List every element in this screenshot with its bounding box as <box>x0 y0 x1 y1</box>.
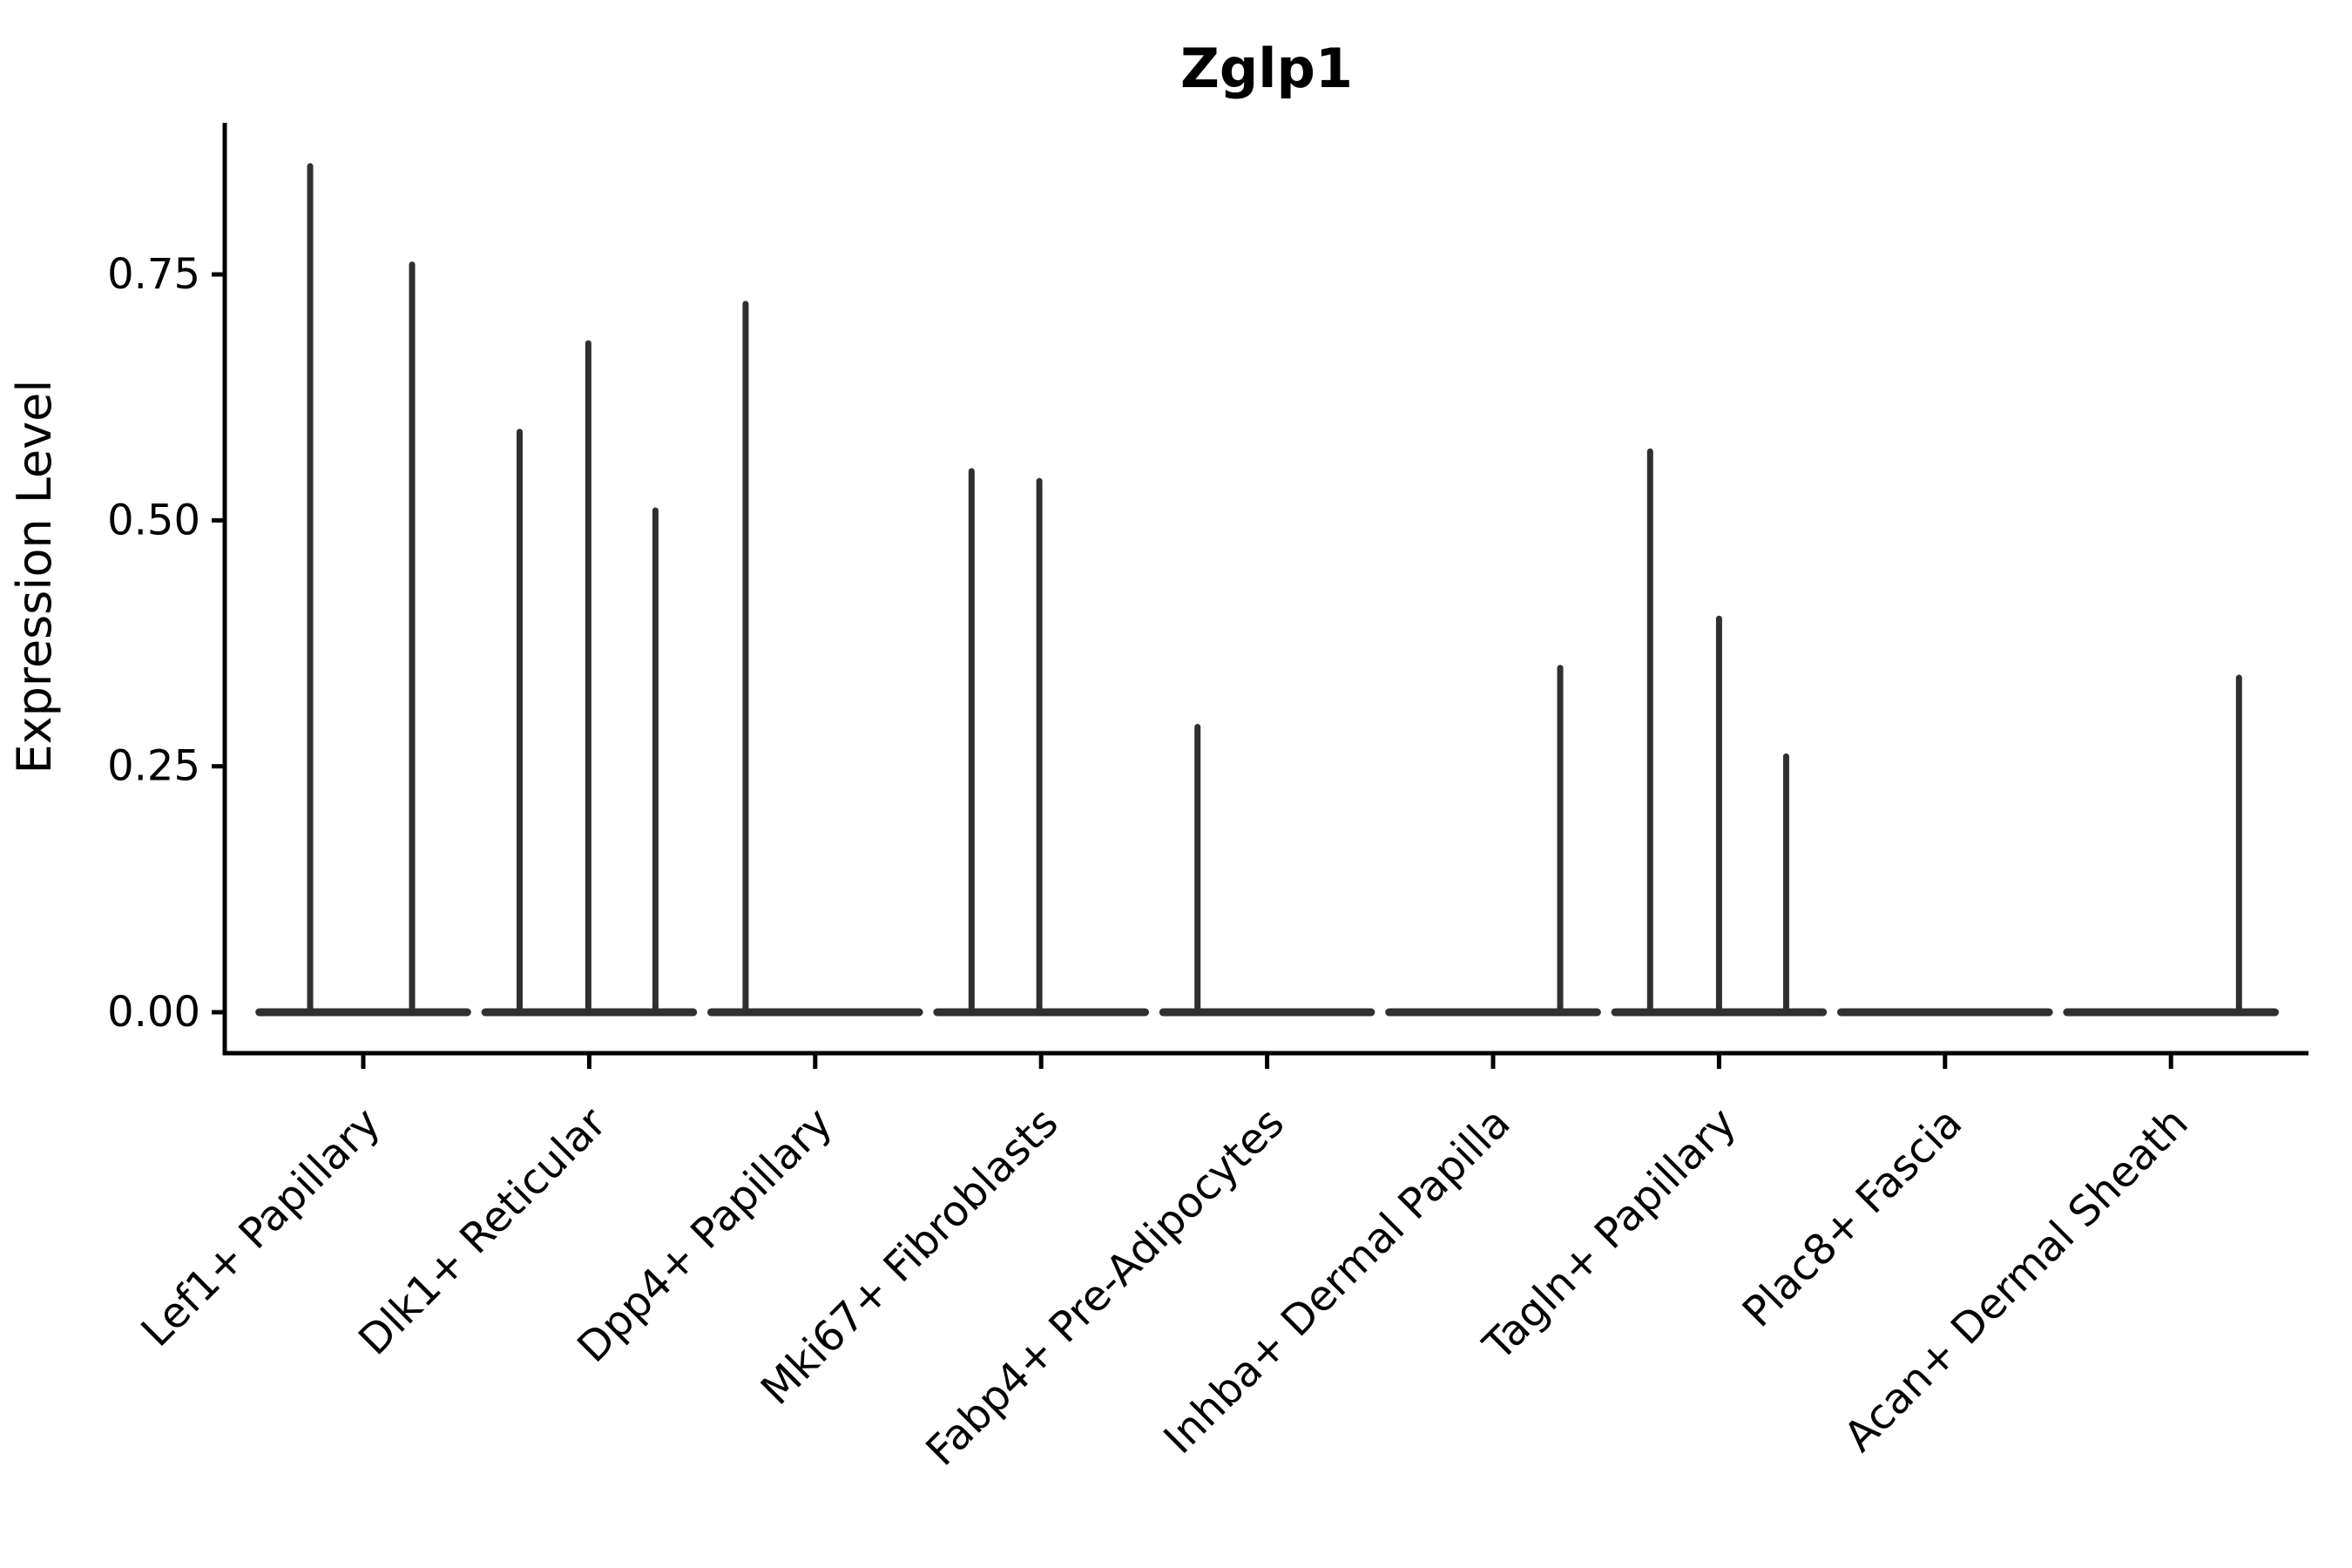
y-tick-label: 0.75 <box>107 250 200 299</box>
y-axis-label: Expression Level <box>7 380 62 774</box>
x-tick-label: Tagln+ Papillary <box>1474 1098 1746 1370</box>
x-tick-label: Lef1+ Papillary <box>132 1098 390 1356</box>
x-tick-label: Fabp4+ Pre-Adipocytes <box>916 1098 1294 1476</box>
x-tick-label: Plac8+ Fascia <box>1734 1098 1972 1337</box>
violin-dpp4-papillary <box>706 301 923 1017</box>
violin-tagln-papillary <box>1611 448 1828 1017</box>
violin-mki67-fibroblasts <box>933 468 1150 1017</box>
violin-lef1-papillary <box>255 163 471 1017</box>
violin-fabp4-pre-adipocytes <box>1159 724 1375 1017</box>
y-tick-label: 0.00 <box>107 988 200 1037</box>
chart-title: Zglp1 <box>1180 37 1353 100</box>
y-tick-label: 0.25 <box>107 742 200 791</box>
violin-inhba-dermal-papilla <box>1385 665 1601 1017</box>
violin-dlk1-reticular <box>481 340 698 1017</box>
x-tick-label: Dlk1+ Reticular <box>349 1098 616 1365</box>
y-tick-label: 0.50 <box>107 496 200 544</box>
violin-acan-dermal-sheath <box>2063 674 2280 1017</box>
